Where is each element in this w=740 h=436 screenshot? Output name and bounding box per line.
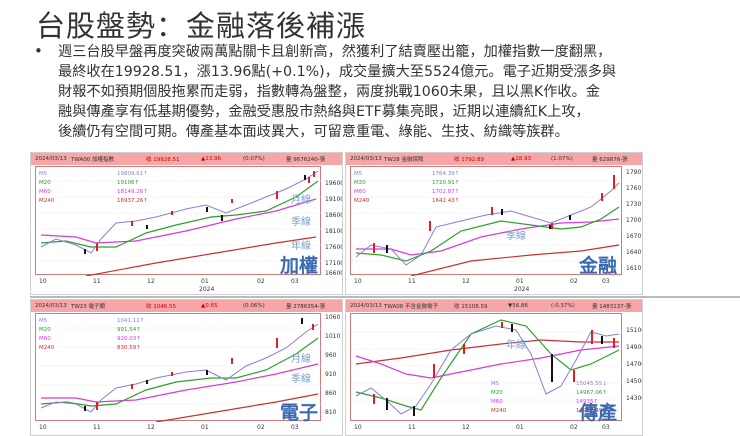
chart-header: 2024/03/13 TWA00 加權指數 收 19928.51 ▲13.96 … — [31, 153, 342, 165]
chart-header: 2024/03/13 TWA06 不含金融電子 收 15108.59 ▼56.8… — [346, 300, 642, 312]
price-chart-svg — [351, 175, 623, 276]
chart-change: ▼56.86 — [508, 303, 528, 309]
label-quarterly-ma: 季線 — [506, 231, 526, 242]
plot-area: M5 1041.12↑ M20 991.54↑ M60 920.03↑ M240 830… — [35, 313, 322, 424]
chart-panel-taiex: 2024/03/13 TWA00 加權指數 收 19928.51 ▲13.96 … — [30, 152, 343, 295]
chart-big-label: 金融 — [579, 255, 618, 277]
price-chart-svg — [351, 319, 623, 416]
summary-line: 財報不如預期個股拖累而走弱，指數轉為盤整，兩度挑戰1060未果，且以黑K作收。金 — [58, 84, 600, 100]
plot-area: M5 15045.55↓ M20 14967.06↑ M60 14935↑ M240 1… — [350, 313, 623, 424]
chart-code: TWA00 加權指數 — [71, 157, 115, 163]
chart-volume: 量 629876-張 — [592, 157, 628, 163]
chart-change: ▲0.65 — [201, 303, 218, 309]
chart-code: TW28 金融保險 — [384, 157, 424, 163]
chart-panel-electronics: 2024/03/13 TW23 電子類 收 1046.55 ▲0.65 (0.0… — [30, 299, 343, 436]
chart-pct: (0.07%) — [243, 156, 265, 162]
label-quarterly-ma: 季線 — [291, 374, 311, 385]
plot-area: M5 19809.61↑ M20 19106↑ M60 18149.26↑ M240 1… — [35, 166, 322, 277]
chart-code: TW23 電子類 — [71, 304, 106, 310]
label-yearly-ma: 年線 — [506, 340, 526, 351]
label-quarterly-ma: 季線 — [291, 217, 311, 228]
summary-text: 週三台股早盤再度突破兩萬點關卡且創新高，然獲利了結賣壓出籠，加權指數一度翻黑， … — [58, 42, 724, 142]
chart-panel-traditional: 2024/03/13 TWA06 不含金融電子 收 15108.59 ▼56.8… — [345, 299, 643, 436]
chart-volume: 量 1483137-張 — [592, 304, 632, 310]
chart-big-label: 電子 — [280, 402, 319, 424]
label-monthly-ma: 月線 — [291, 195, 311, 206]
chart-volume: 量 9676240-張 — [286, 157, 326, 163]
label-yearly-ma: 年線 — [291, 241, 311, 252]
summary-line: 融與傳產享有低基期優勢，金融受惠股市熱絡與ETF募集亮眼，近期以連續紅K上攻， — [58, 104, 590, 120]
chart-header: 2024/03/13 TW23 電子類 收 1046.55 ▲0.65 (0.0… — [31, 300, 342, 312]
plot-area: M5 1764.39↑ M20 1720.91↑ M60 1702.87↑ M240 1… — [350, 166, 623, 277]
summary-line: 週三台股早盤再度突破兩萬點關卡且創新高，然獲利了結賣壓出籠，加權指數一度翻黑， — [58, 44, 612, 60]
label-monthly-ma: 月線 — [291, 354, 311, 365]
chart-date: 2024/03/13 — [35, 303, 67, 309]
chart-big-label: 傳產 — [579, 402, 618, 424]
chart-change: ▲18.93 — [511, 156, 531, 162]
chart-close: 收 1792.89 — [454, 157, 484, 163]
chart-date: 2024/03/13 — [350, 303, 382, 309]
chart-close: 收 1046.55 — [146, 304, 176, 310]
chart-pct: (0.06%) — [243, 303, 265, 309]
chart-date: 2024/03/13 — [35, 156, 67, 162]
price-chart-svg — [36, 318, 322, 422]
summary-line: 後續仍有空間可期。傳產基本面歧異大，可留意重電、綠能、生技、紡織等族群。 — [58, 124, 569, 140]
chart-header: 2024/03/13 TW28 金融保險 收 1792.89 ▲18.93 (1… — [346, 153, 642, 165]
chart-code: TWA06 不含金融電子 — [384, 304, 439, 310]
chart-panel-finance: 2024/03/13 TW28 金融保險 收 1792.89 ▲18.93 (1… — [345, 152, 643, 295]
divider — [30, 296, 740, 298]
chart-pct: (1.07%) — [551, 156, 573, 162]
chart-pct: (-0.37%) — [551, 303, 575, 309]
chart-big-label: 加權 — [280, 255, 319, 277]
page-title: 台股盤勢：金融落後補漲 — [36, 9, 367, 43]
chart-volume: 量 2786354-張 — [286, 304, 326, 310]
summary-bullet: • 週三台股早盤再度突破兩萬點關卡且創新高，然獲利了結賣壓出籠，加權指數一度翻黑… — [34, 42, 724, 142]
bullet-marker: • — [34, 42, 43, 60]
price-chart-svg — [36, 170, 322, 276]
chart-close: 收 15108.59 — [454, 304, 488, 310]
chart-change: ▲13.96 — [201, 156, 221, 162]
summary-line: 最終收在19928.51，漲13.96點(+0.1%)，成交量擴大至5524億元… — [58, 64, 617, 80]
chart-date: 2024/03/13 — [350, 156, 382, 162]
chart-close: 收 19928.51 — [146, 157, 180, 163]
